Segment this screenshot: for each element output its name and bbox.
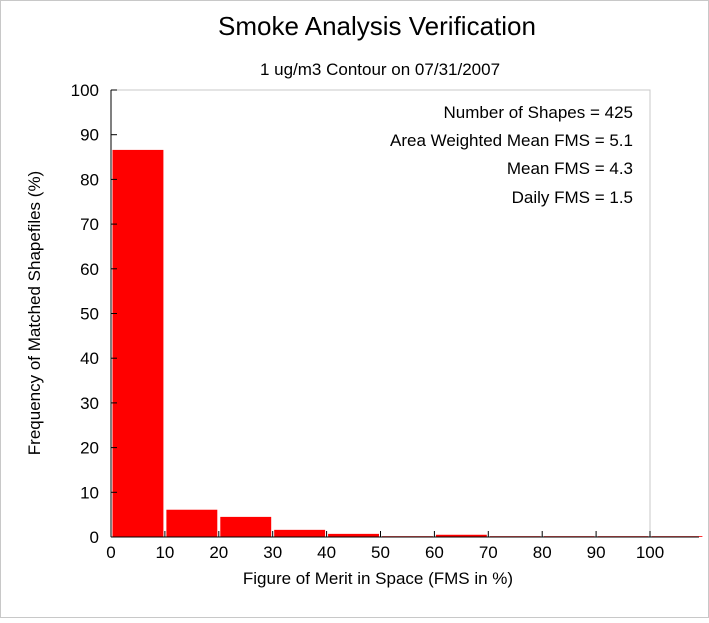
x-tick-label: 60 bbox=[425, 543, 444, 562]
histogram-bar-1 bbox=[166, 509, 218, 537]
x-tick-label: 40 bbox=[317, 543, 336, 562]
annotation-daily-fms: Daily FMS = 1.5 bbox=[512, 188, 633, 207]
x-tick-label: 30 bbox=[263, 543, 282, 562]
y-tick-label: 80 bbox=[80, 170, 99, 189]
y-axis-label: Frequency of Matched Shapefiles (%) bbox=[25, 171, 44, 455]
x-axis-label: Figure of Merit in Space (FMS in %) bbox=[243, 569, 513, 588]
histogram-bar-2 bbox=[220, 516, 272, 537]
histogram-bar-4 bbox=[328, 533, 379, 537]
y-tick-label: 40 bbox=[80, 349, 99, 368]
x-axis-ticks: 0 10 20 30 40 50 60 70 80 90 100 bbox=[106, 531, 664, 562]
annotation-number-of-shapes: Number of Shapes = 425 bbox=[444, 103, 633, 122]
y-tick-label: 100 bbox=[71, 81, 99, 100]
y-tick-label: 60 bbox=[80, 260, 99, 279]
y-tick-label: 20 bbox=[80, 439, 99, 458]
x-tick-label: 10 bbox=[155, 543, 174, 562]
histogram-bar-0 bbox=[112, 149, 164, 537]
annotation-mean-fms: Mean FMS = 4.3 bbox=[507, 159, 633, 178]
stats-annotations: Number of Shapes = 425 Area Weighted Mea… bbox=[390, 103, 633, 207]
y-axis-ticks: 0 10 20 30 40 50 60 70 80 90 100 bbox=[71, 81, 117, 547]
y-tick-label: 70 bbox=[80, 215, 99, 234]
annotation-area-weighted-mean-fms: Area Weighted Mean FMS = 5.1 bbox=[390, 131, 633, 150]
histogram-bar-6 bbox=[435, 534, 487, 537]
histogram-bar-3 bbox=[274, 529, 326, 537]
x-tick-label: 90 bbox=[587, 543, 606, 562]
y-tick-label: 0 bbox=[90, 528, 99, 547]
y-tick-label: 90 bbox=[80, 126, 99, 145]
x-tick-label: 100 bbox=[636, 543, 664, 562]
x-tick-label: 70 bbox=[479, 543, 498, 562]
x-tick-label: 50 bbox=[371, 543, 390, 562]
y-tick-label: 50 bbox=[80, 305, 99, 324]
y-tick-label: 30 bbox=[80, 394, 99, 413]
x-tick-label: 0 bbox=[106, 543, 115, 562]
x-tick-label: 80 bbox=[533, 543, 552, 562]
chart-title: Smoke Analysis Verification bbox=[218, 11, 536, 41]
chart-subtitle: 1 ug/m3 Contour on 07/31/2007 bbox=[260, 60, 500, 79]
x-tick-label: 20 bbox=[209, 543, 228, 562]
y-tick-label: 10 bbox=[80, 483, 99, 502]
